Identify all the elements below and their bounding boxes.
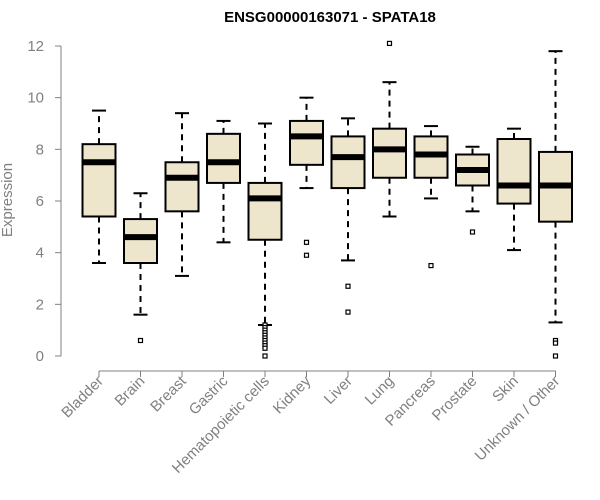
outlier-point bbox=[345, 283, 351, 289]
y-tick-label: 12 bbox=[27, 38, 44, 55]
x-category-label: Lung bbox=[362, 373, 398, 409]
box-liver bbox=[330, 117, 366, 315]
y-tick-label: 6 bbox=[36, 193, 44, 210]
outlier-point bbox=[303, 239, 310, 245]
box-pancreas bbox=[413, 125, 449, 269]
outlier-point bbox=[303, 252, 310, 258]
y-axis-title: Expression bbox=[0, 163, 16, 237]
outlier-point bbox=[469, 229, 476, 235]
box-unknown-other bbox=[538, 50, 573, 359]
x-category-label: Liver bbox=[321, 373, 356, 408]
y-tick-label: 8 bbox=[36, 141, 44, 158]
x-category-label: Kidney bbox=[270, 372, 315, 417]
outlier-point bbox=[428, 262, 434, 269]
y-tick-label: 4 bbox=[36, 245, 44, 262]
box-skin bbox=[496, 127, 532, 252]
outlier-point bbox=[345, 309, 351, 315]
x-category-label: Bladder bbox=[58, 373, 107, 422]
iqr-box bbox=[330, 135, 366, 190]
x-category-label: Prostate bbox=[429, 373, 481, 425]
outlier-point bbox=[137, 337, 144, 344]
iqr-box bbox=[496, 138, 532, 205]
iqr-box bbox=[372, 127, 407, 179]
outlier-point bbox=[262, 345, 268, 351]
outlier-point bbox=[552, 353, 559, 359]
x-category-label: Breast bbox=[147, 372, 190, 415]
chart-title: ENSG00000163071 - SPATA18 bbox=[224, 9, 436, 26]
outlier-point bbox=[386, 40, 393, 47]
boxes bbox=[81, 40, 573, 359]
y-tick-label: 0 bbox=[36, 348, 44, 365]
box-breast bbox=[164, 112, 200, 277]
y-tick-label: 10 bbox=[27, 90, 44, 107]
outlier-point bbox=[262, 353, 268, 359]
iqr-box bbox=[164, 161, 200, 213]
iqr-box bbox=[206, 132, 241, 184]
outlier-point bbox=[552, 340, 559, 346]
box-kidney bbox=[289, 96, 324, 258]
y-tick-label: 2 bbox=[36, 296, 44, 313]
box-brain bbox=[123, 192, 158, 344]
box-prostate bbox=[455, 145, 490, 235]
iqr-box bbox=[123, 218, 158, 264]
box-bladder bbox=[81, 109, 117, 264]
box-hematopoietic-cells bbox=[247, 122, 283, 359]
iqr-box bbox=[81, 143, 117, 218]
x-category-label: Brain bbox=[112, 373, 149, 410]
y-ticks: 0 2 4 6 8 10 12 bbox=[27, 38, 61, 365]
x-category-label: Skin bbox=[489, 373, 522, 406]
iqr-box bbox=[289, 119, 324, 166]
box-gastric bbox=[206, 119, 241, 244]
iqr-box bbox=[247, 181, 283, 241]
box-lung bbox=[372, 40, 407, 218]
